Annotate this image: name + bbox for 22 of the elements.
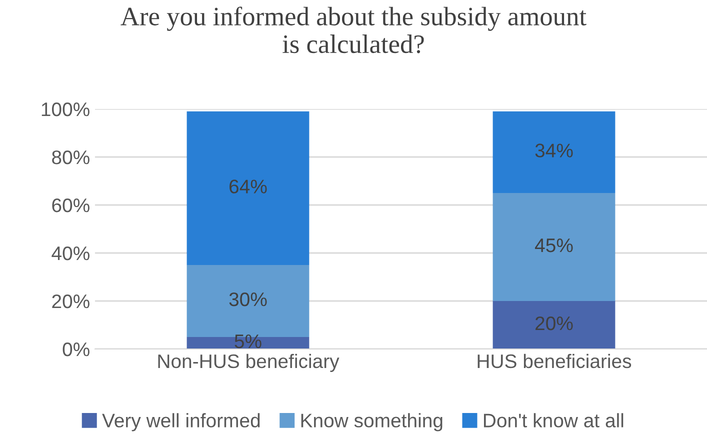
- bar: [492, 301, 616, 349]
- legend-label: Very well informed: [102, 413, 260, 432]
- bar: [492, 111, 616, 193]
- data-label: 45%: [534, 238, 573, 252]
- data-label: 5%: [234, 334, 262, 348]
- y-tick-label: 80%: [52, 150, 90, 164]
- bar: [186, 111, 310, 265]
- data-label: 34%: [535, 144, 573, 158]
- bar: [492, 193, 616, 301]
- y-tick-label: 60%: [52, 198, 90, 212]
- y-tick-label: 20%: [52, 294, 90, 308]
- data-label: 20%: [536, 316, 573, 330]
- legend-label: Know something: [301, 413, 442, 432]
- legend-label: Don't know at all: [484, 413, 624, 428]
- x-tick-label: Non-HUS beneficiary: [158, 354, 340, 372]
- x-tick-label: HUS beneficiaries: [478, 354, 632, 368]
- y-tick-label: 100%: [42, 102, 90, 116]
- y-tick-label: 40%: [52, 246, 90, 260]
- chart-title: Are you informed about the subsidy amount is calculated?: [120, 6, 586, 54]
- y-tick-label: 0%: [62, 342, 90, 356]
- data-label: 64%: [230, 180, 267, 194]
- data-label: 30%: [229, 292, 267, 306]
